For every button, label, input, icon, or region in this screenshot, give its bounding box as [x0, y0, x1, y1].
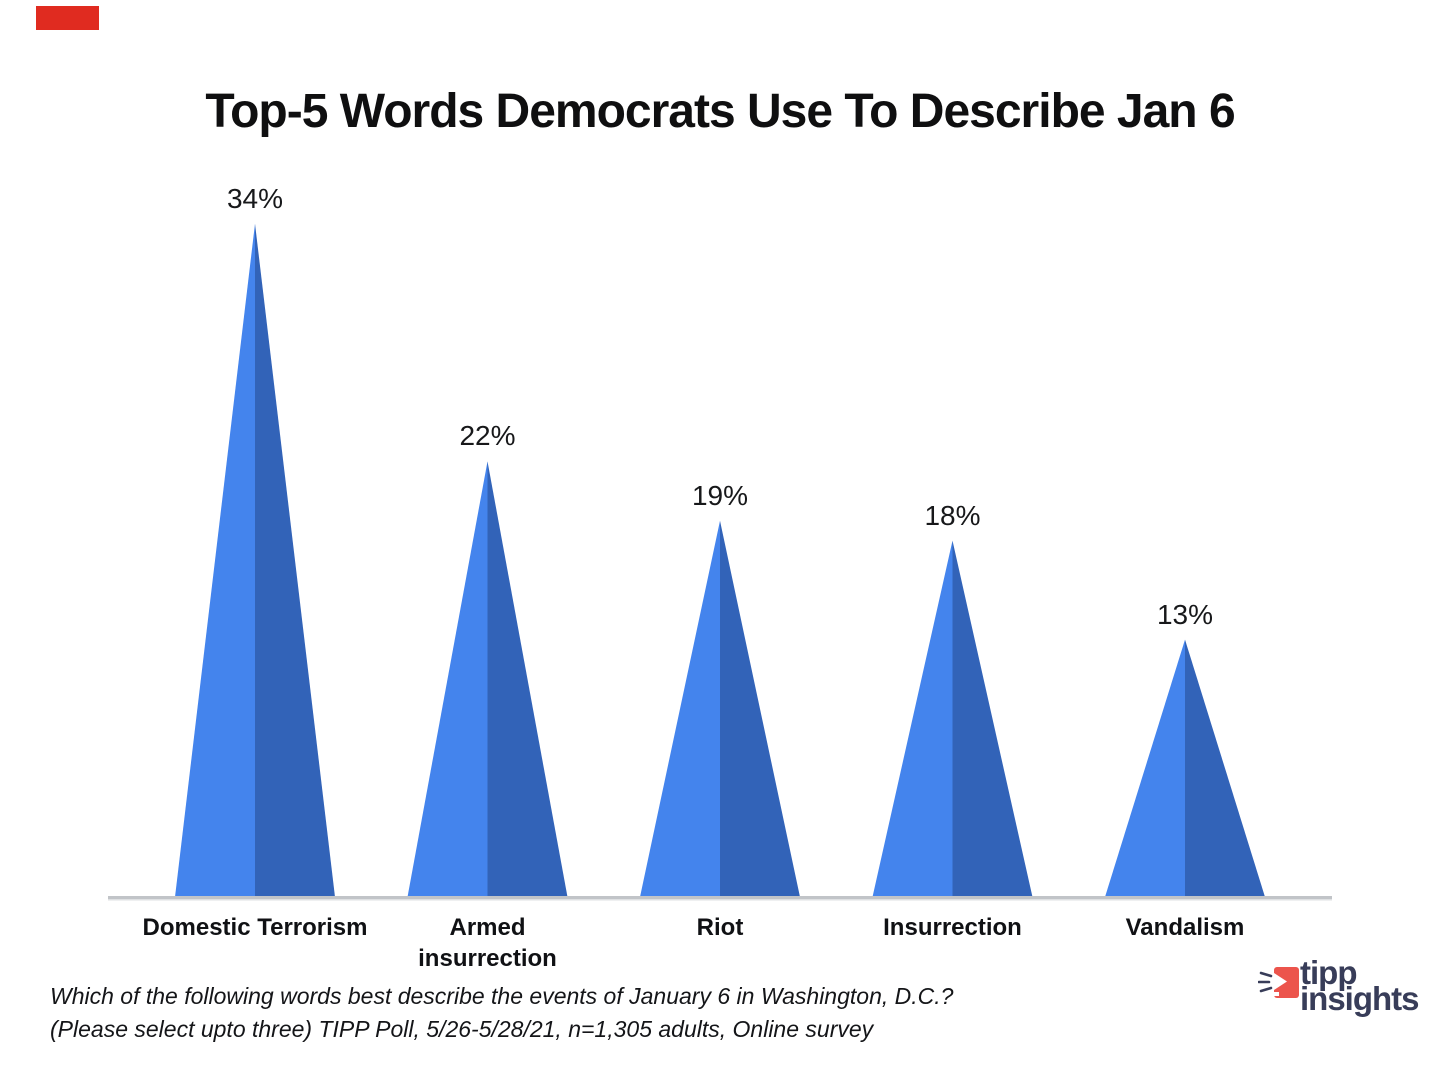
pyramid-bar-right-half: [487, 461, 568, 897]
logo-line-tipp: tipp: [1300, 954, 1357, 991]
logo-line-insights: insights: [1300, 980, 1420, 1017]
pyramid-bar-right-half: [952, 540, 1033, 897]
survey-question-line: Which of the following words best descri…: [50, 983, 954, 1009]
value-label: 13%: [1156, 598, 1214, 630]
pyramid-bar-left-half: [175, 223, 255, 898]
value-label: 19%: [691, 479, 749, 511]
corner-red-bar: [36, 6, 99, 30]
category-label: Domestic Terrorism: [142, 914, 368, 941]
chart-title: Top-5 Words Democrats Use To Describe Ja…: [205, 85, 1235, 138]
pyramid-bar-right-half: [720, 520, 800, 897]
pyramid-bar-left-half: [1105, 639, 1185, 897]
x-axis-line-shadow: [108, 899, 1332, 901]
pyramid-bar-right-half: [255, 223, 335, 898]
value-label: 34%: [226, 182, 284, 214]
category-label: Riot: [696, 914, 744, 941]
tipp-insights-logo: tipp insights: [1256, 954, 1436, 1040]
category-label: Insurrection: [883, 914, 1022, 941]
pyramid-bar-left-half: [872, 540, 953, 897]
pyramid-bar-left-half: [407, 461, 488, 897]
pyramid-bar-right-half: [1185, 639, 1265, 897]
tipp-logo-icon: [1258, 967, 1299, 998]
value-label: 22%: [459, 420, 516, 452]
category-label: Vandalism: [1125, 914, 1245, 941]
source-note: Which of the following words best descri…: [50, 980, 953, 1046]
x-axis-line: [108, 896, 1332, 899]
category-label: Armed insurrection: [418, 914, 557, 972]
value-label: 18%: [924, 499, 981, 531]
logo-wordmark: tipp insights: [1300, 954, 1420, 1017]
pyramid-bar-left-half: [640, 520, 720, 897]
survey-method-line: (Please select upto three) TIPP Poll, 5/…: [50, 1016, 874, 1042]
